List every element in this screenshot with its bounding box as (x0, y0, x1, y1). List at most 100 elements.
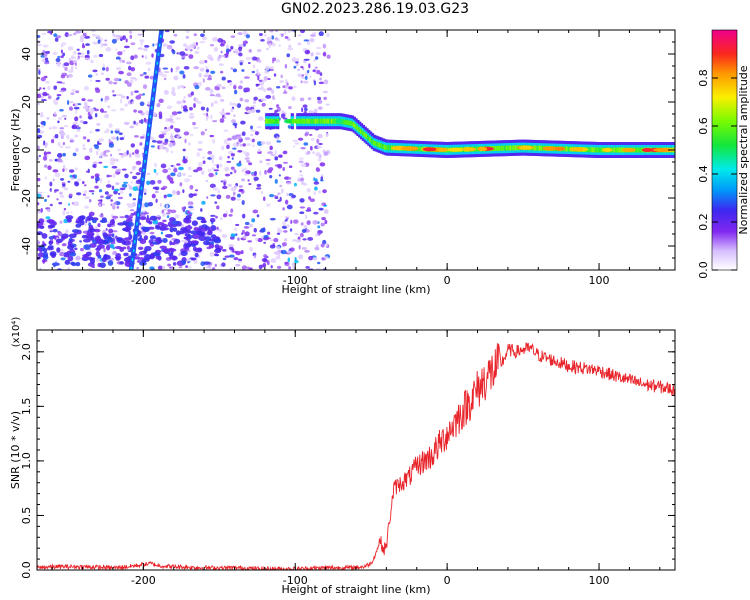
heatmap-noise-cell (188, 115, 195, 119)
heatmap-noise-cell (323, 209, 329, 214)
heatmap-noise-cell (115, 48, 118, 51)
heatmap-noise-cell (70, 56, 77, 60)
heatmap-noise-cell (291, 96, 296, 101)
heatmap-noise-cell (112, 215, 119, 219)
heatmap-cluster-cell (121, 239, 127, 245)
heatmap-track-cell (591, 147, 595, 153)
top-x-tick-label: 0 (444, 274, 451, 287)
heatmap-noise-cell (320, 179, 324, 182)
heatmap-noise-cell (43, 164, 48, 168)
heatmap-noise-cell (147, 101, 151, 106)
heatmap-noise-cell (127, 215, 133, 219)
heatmap-noise-cell (60, 248, 64, 252)
heatmap-noise-cell (104, 95, 110, 101)
heatmap-noise-cell (61, 42, 67, 46)
heatmap-cluster-cell (125, 218, 133, 223)
heatmap-noise-cell (158, 67, 161, 73)
heatmap-noise-cell (42, 155, 48, 161)
heatmap-track-peak (542, 146, 559, 151)
heatmap-noise-cell (123, 121, 130, 126)
heatmap-noise-cell (234, 103, 238, 107)
heatmap-track-cell (474, 146, 479, 152)
heatmap-noise-cell (111, 185, 115, 191)
heatmap-track-peak (447, 147, 464, 152)
heatmap-noise-cell (94, 144, 100, 150)
heatmap-noise-cell (284, 261, 289, 265)
heatmap-noise-cell (117, 192, 121, 196)
heatmap-noise-cell (126, 82, 132, 87)
bottom-x-axis-label: Height of straight line (km) (281, 583, 430, 596)
heatmap-noise-cell (167, 263, 171, 267)
heatmap-noise-cell (73, 32, 77, 36)
heatmap-noise-cell (46, 208, 51, 212)
heatmap-noise-cell (196, 166, 203, 171)
heatmap-noise-cell (156, 140, 163, 144)
heatmap-noise-cell (117, 51, 123, 56)
heatmap-noise-cell (244, 173, 248, 176)
heatmap-noise-cell (283, 161, 288, 164)
heatmap-noise-cell (160, 231, 164, 235)
heatmap-noise-cell (113, 188, 120, 192)
heatmap-noise-cell (271, 89, 275, 94)
heatmap-noise-cell (300, 76, 306, 79)
heatmap-cluster-cell (37, 247, 42, 251)
heatmap-noise-cell (280, 249, 287, 255)
heatmap-noise-cell (129, 34, 133, 39)
heatmap-cluster-cell (143, 249, 148, 254)
heatmap-noise-cell (152, 186, 158, 190)
heatmap-noise-cell (282, 166, 285, 172)
heatmap-noise-cell (312, 257, 318, 261)
heatmap-noise-cell (91, 192, 94, 195)
heatmap-noise-cell (113, 202, 118, 205)
heatmap-noise-cell (205, 87, 211, 91)
heatmap-noise-cell (256, 125, 262, 129)
heatmap-noise-cell (46, 117, 50, 120)
heatmap-noise-cell (85, 170, 89, 173)
heatmap-noise-cell (244, 76, 250, 79)
heatmap-noise-cell (237, 149, 243, 153)
heatmap-noise-cell (169, 140, 175, 143)
heatmap-noise-cell (320, 176, 324, 181)
heatmap-noise-cell (315, 167, 321, 173)
heatmap-cluster-cell (102, 232, 108, 237)
heatmap-noise-cell (62, 142, 66, 146)
heatmap-cluster-cell (171, 220, 180, 225)
heatmap-cluster-cell (81, 234, 88, 239)
heatmap-noise-cell (299, 232, 304, 238)
heatmap-noise-cell (98, 138, 105, 142)
heatmap-noise-cell (66, 100, 70, 105)
heatmap-noise-cell (219, 111, 225, 115)
heatmap-noise-cell (141, 55, 144, 58)
heatmap-noise-cell (176, 190, 181, 196)
heatmap-noise-cell (297, 137, 304, 141)
heatmap-noise-cell (86, 139, 90, 143)
heatmap-noise-cell (253, 254, 257, 259)
heatmap-noise-cell (196, 152, 200, 157)
heatmap-cluster-cell (75, 261, 81, 267)
heatmap-cluster-cell (37, 223, 41, 229)
heatmap-noise-cell (198, 60, 205, 65)
heatmap-noise-cell (237, 43, 244, 48)
heatmap-noise-cell (115, 168, 122, 172)
heatmap-noise-cell (267, 151, 274, 155)
heatmap-noise-cell (188, 142, 191, 146)
heatmap-cluster-cell (89, 243, 97, 248)
heatmap-cluster-cell (63, 254, 70, 258)
heatmap-noise-cell (244, 167, 248, 171)
heatmap-noise-cell (122, 49, 126, 53)
heatmap-noise-cell (252, 99, 257, 105)
heatmap-cluster-cell (48, 219, 56, 225)
heatmap-noise-cell (284, 219, 288, 222)
heatmap-noise-cell (204, 128, 208, 132)
heatmap-noise-cell (129, 171, 133, 174)
heatmap-noise-cell (159, 53, 165, 58)
heatmap-noise-cell (119, 107, 125, 111)
heatmap-noise-cell (207, 150, 213, 155)
heatmap-noise-cell (251, 218, 256, 223)
heatmap-noise-cell (318, 142, 323, 146)
heatmap-noise-cell (289, 228, 293, 232)
heatmap-noise-cell (108, 138, 111, 143)
heatmap-track-cell (387, 145, 391, 151)
heatmap-track-peak (400, 146, 419, 151)
heatmap-noise-cell (67, 267, 71, 270)
